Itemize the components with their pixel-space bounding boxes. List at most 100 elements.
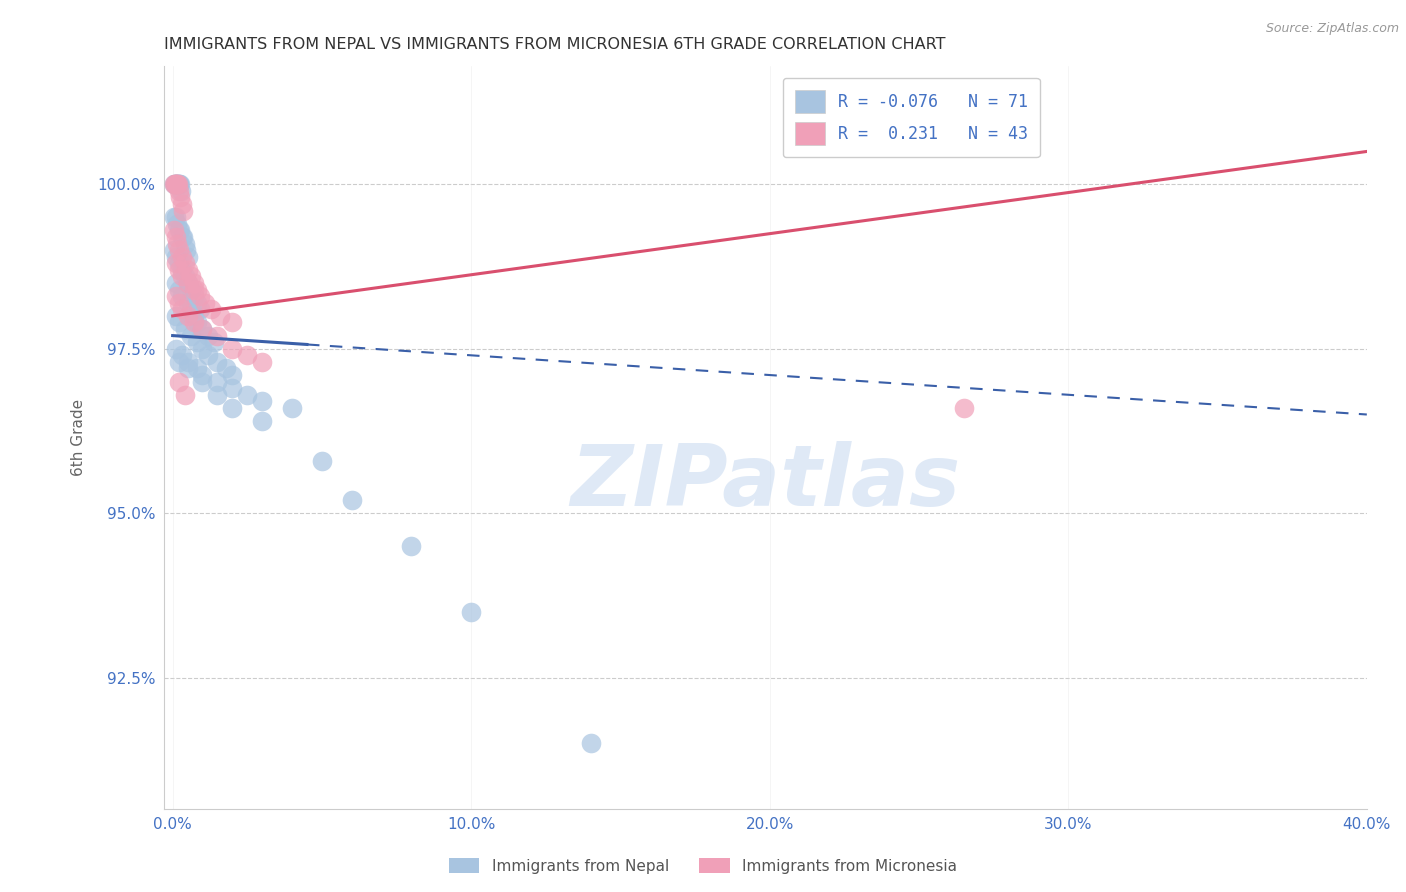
Legend: Immigrants from Nepal, Immigrants from Micronesia: Immigrants from Nepal, Immigrants from M…	[443, 852, 963, 880]
Point	[221, 315, 243, 329]
Point	[180, 302, 202, 317]
Point	[172, 203, 194, 218]
Point	[163, 211, 186, 225]
Point	[180, 283, 202, 297]
Point	[163, 178, 186, 192]
Point	[191, 375, 214, 389]
Point	[170, 289, 193, 303]
Point	[176, 295, 198, 310]
Point	[167, 223, 190, 237]
Point	[340, 493, 363, 508]
Point	[165, 276, 187, 290]
Point	[167, 178, 190, 192]
Point	[188, 289, 211, 303]
Point	[191, 322, 214, 336]
Point	[167, 295, 190, 310]
Point	[167, 283, 190, 297]
Point	[215, 361, 238, 376]
Point	[174, 243, 197, 257]
Point	[186, 295, 208, 310]
Text: Source: ZipAtlas.com: Source: ZipAtlas.com	[1265, 22, 1399, 36]
Point	[183, 309, 205, 323]
Point	[163, 178, 186, 192]
Point	[163, 178, 186, 192]
Point	[165, 289, 187, 303]
Point	[172, 230, 194, 244]
Point	[163, 243, 186, 257]
Point	[167, 178, 190, 192]
Point	[166, 217, 188, 231]
Point	[579, 736, 602, 750]
Point	[170, 197, 193, 211]
Point	[176, 262, 198, 277]
Point	[170, 269, 193, 284]
Point	[209, 309, 232, 323]
Point	[166, 178, 188, 192]
Point	[188, 302, 211, 317]
Point	[169, 223, 191, 237]
Point	[176, 276, 198, 290]
Point	[183, 283, 205, 297]
Point	[176, 250, 198, 264]
Point	[165, 230, 187, 244]
Point	[170, 230, 193, 244]
Point	[165, 250, 187, 264]
Y-axis label: 6th Grade: 6th Grade	[72, 399, 86, 476]
Point	[191, 322, 214, 336]
Point	[401, 539, 423, 553]
Point	[194, 295, 217, 310]
Point	[250, 414, 273, 428]
Point	[221, 342, 243, 356]
Point	[176, 355, 198, 369]
Point	[173, 388, 195, 402]
Point	[180, 269, 202, 284]
Point	[165, 178, 187, 192]
Point	[221, 401, 243, 415]
Point	[186, 315, 208, 329]
Point	[167, 315, 190, 329]
Point	[169, 178, 191, 192]
Point	[167, 355, 190, 369]
Point	[167, 256, 190, 270]
Point	[167, 184, 190, 198]
Point	[163, 223, 186, 237]
Point	[186, 335, 208, 350]
Point	[176, 276, 198, 290]
Point	[169, 190, 191, 204]
Point	[183, 289, 205, 303]
Point	[183, 276, 205, 290]
Point	[163, 178, 186, 192]
Point	[207, 375, 229, 389]
Point	[207, 355, 229, 369]
Point	[170, 250, 193, 264]
Point	[170, 302, 193, 317]
Point	[207, 328, 229, 343]
Point	[207, 388, 229, 402]
Point	[165, 211, 187, 225]
Point	[170, 262, 193, 277]
Point	[173, 236, 195, 251]
Point	[221, 368, 243, 382]
Point	[460, 605, 482, 619]
Point	[197, 328, 219, 343]
Point	[170, 184, 193, 198]
Point	[166, 178, 188, 192]
Point	[186, 361, 208, 376]
Point	[176, 309, 198, 323]
Point	[165, 309, 187, 323]
Point	[165, 178, 187, 192]
Point	[311, 453, 333, 467]
Point	[204, 335, 226, 350]
Point	[191, 368, 214, 382]
Point	[170, 348, 193, 362]
Point	[250, 394, 273, 409]
Point	[166, 236, 188, 251]
Point	[165, 178, 187, 192]
Point	[173, 269, 195, 284]
Point	[165, 342, 187, 356]
Point	[173, 322, 195, 336]
Point	[952, 401, 974, 415]
Point	[281, 401, 304, 415]
Point	[180, 328, 202, 343]
Point	[221, 381, 243, 395]
